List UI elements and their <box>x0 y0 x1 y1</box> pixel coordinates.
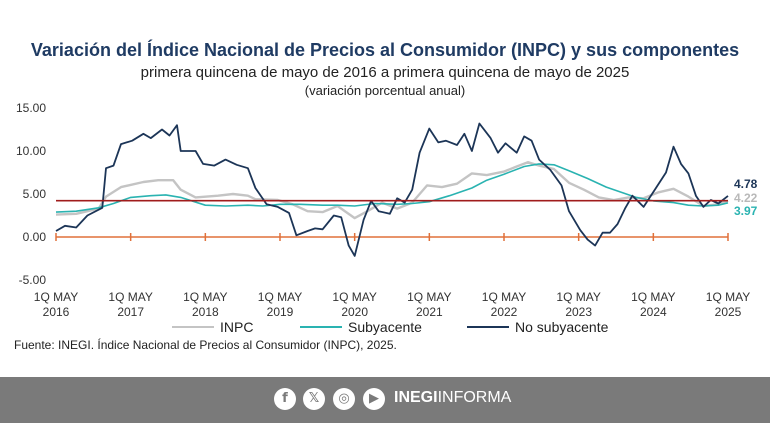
y-tick-label: 0.00 <box>23 230 47 244</box>
chart-subtitle: primera quincena de mayo de 2016 a prime… <box>140 64 630 81</box>
chart-units: (variación porcentual anual) <box>304 83 466 98</box>
legend-swatch-no-subyacente <box>467 326 509 328</box>
x-tick-year: 2022 <box>491 305 518 319</box>
chart-title: Variación del Índice Nacional de Precios… <box>30 40 740 60</box>
x-tick-year: 2021 <box>416 305 443 319</box>
facebook-icon[interactable]: f <box>274 388 296 410</box>
x-tick-label: 1Q MAY <box>34 290 78 304</box>
x-tick-year: 2018 <box>192 305 219 319</box>
x-tick-label: 1Q MAY <box>706 290 750 304</box>
legend-item-subyacente: Subyacente <box>300 319 422 335</box>
x-tick-year: 2025 <box>715 305 742 319</box>
legend-swatch-inpc <box>172 326 214 328</box>
x-tick-year: 2023 <box>565 305 592 319</box>
x-tick-year: 2024 <box>640 305 667 319</box>
x-tick-year: 2019 <box>267 305 294 319</box>
end-value-label: 3.97 <box>734 204 758 218</box>
series-line-subyacente <box>55 163 729 213</box>
legend-item-inpc: INPC <box>172 319 253 335</box>
x-tick-label: 1Q MAY <box>108 290 152 304</box>
source-note: Fuente: INEGI. Índice Nacional de Precio… <box>14 338 397 352</box>
x-tick-label: 1Q MAY <box>631 290 675 304</box>
legend-swatch-subyacente <box>300 326 342 328</box>
legend-label-no-subyacente: No subyacente <box>515 319 609 335</box>
x-icon[interactable]: 𝕏 <box>303 388 325 410</box>
x-tick-year: 2020 <box>341 305 368 319</box>
instagram-icon[interactable]: ◎ <box>333 388 355 410</box>
series-line-inpc <box>55 161 729 220</box>
x-tick-label: 1Q MAY <box>556 290 600 304</box>
end-value-label: 4.78 <box>734 177 758 191</box>
legend-label-inpc: INPC <box>220 319 254 335</box>
x-tick-label: 1Q MAY <box>482 290 526 304</box>
x-tick-label: 1Q MAY <box>332 290 376 304</box>
legend-item-no-subyacente: No subyacente <box>467 319 608 335</box>
chart-legend: INPC Subyacente No subyacente <box>0 319 770 337</box>
y-tick-label: -5.00 <box>19 273 47 287</box>
y-tick-label: 15.00 <box>16 101 46 115</box>
x-tick-year: 2016 <box>43 305 70 319</box>
footer-bar: f 𝕏 ◎ ▶ INEGIINFORMA <box>0 377 770 423</box>
y-tick-label: 5.00 <box>23 187 47 201</box>
brand-logo: INEGIINFORMA <box>394 389 512 406</box>
youtube-icon[interactable]: ▶ <box>363 388 385 410</box>
x-tick-label: 1Q MAY <box>407 290 451 304</box>
end-value-label: 4.22 <box>734 191 758 205</box>
x-tick-label: 1Q MAY <box>183 290 227 304</box>
series-line-no-subyacente <box>55 122 729 257</box>
y-tick-label: 10.00 <box>16 144 46 158</box>
legend-label-subyacente: Subyacente <box>348 319 422 335</box>
x-tick-label: 1Q MAY <box>258 290 302 304</box>
x-tick-year: 2017 <box>117 305 144 319</box>
